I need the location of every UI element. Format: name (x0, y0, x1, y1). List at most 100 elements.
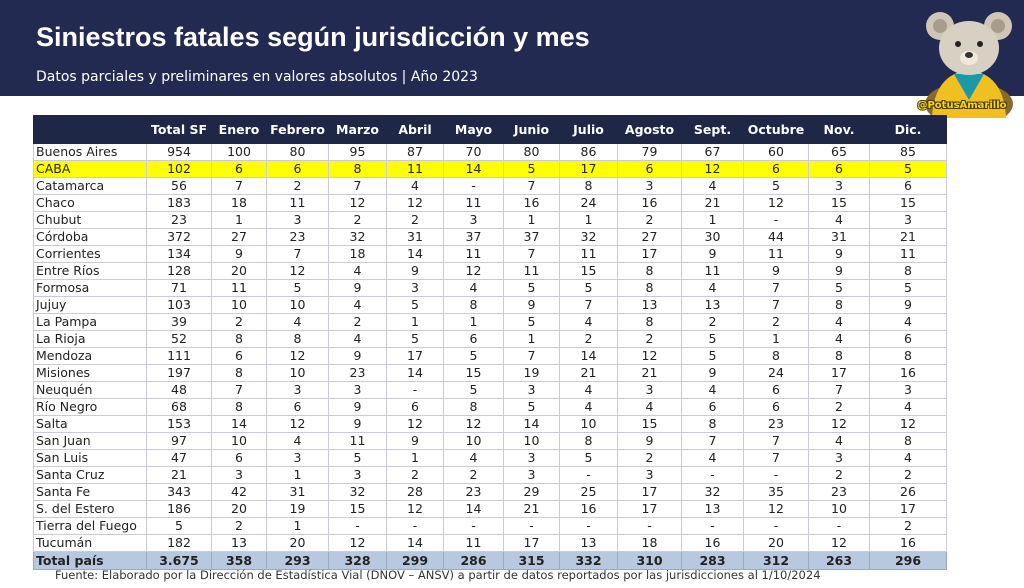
table-cell: 85 (869, 143, 947, 161)
table-cell: 11 (869, 245, 947, 263)
table-cell: 44 (743, 228, 809, 246)
column-header-total: Total SF (146, 115, 212, 144)
table-cell: 2 (211, 313, 267, 331)
data-table: Total SF Enero Febrero Marzo Abril Mayo … (33, 115, 947, 570)
table-cell: 4 (869, 449, 947, 467)
row-jurisdiction-name: Mendoza (33, 347, 147, 365)
table-cell: 3 (869, 211, 947, 229)
table-cell: 6 (743, 398, 809, 416)
table-cell: 25 (559, 483, 618, 501)
table-cell: 3 (869, 381, 947, 399)
table-cell: 134 (146, 245, 212, 263)
table-cell: 1 (386, 449, 444, 467)
table-row: Jujuy 103 10 10 4 5 8 9 7 13 13 7 8 9 (33, 296, 947, 314)
table-cell: 2 (386, 211, 444, 229)
table-cell: 56 (146, 177, 212, 195)
table-cell: 11 (681, 262, 744, 280)
table-cell: 4 (681, 381, 744, 399)
table-cell: 7 (743, 449, 809, 467)
table-cell: 4 (681, 279, 744, 297)
table-cell: 37 (443, 228, 504, 246)
table-cell: 17 (617, 500, 682, 518)
total-label: Total país (33, 551, 147, 570)
table-row: La Rioja 52 8 8 4 5 6 1 2 2 5 1 4 6 (33, 330, 947, 348)
table-cell: 5 (146, 517, 212, 535)
table-cell: 6 (743, 381, 809, 399)
table-cell: 332 (559, 551, 618, 570)
table-row: La Pampa 39 2 4 2 1 1 5 4 8 2 2 4 4 (33, 313, 947, 331)
table-cell: 4 (559, 313, 618, 331)
table-cell: 86 (559, 143, 618, 161)
table-cell: 68 (146, 398, 212, 416)
table-cell: - (681, 466, 744, 484)
table-cell: 5 (503, 313, 560, 331)
table-cell: 3 (443, 211, 504, 229)
column-header-month: Abril (386, 115, 444, 144)
column-header-jurisdiction (33, 115, 147, 144)
table-cell: 15 (559, 262, 618, 280)
table-cell: 97 (146, 432, 212, 450)
table-cell: 20 (211, 262, 267, 280)
table-cell: 5 (808, 279, 870, 297)
table-cell: 11 (443, 245, 504, 263)
row-jurisdiction-name: Tucumán (33, 534, 147, 552)
table-cell: 4 (328, 296, 387, 314)
table-cell: 358 (211, 551, 267, 570)
table-cell: 6 (266, 398, 329, 416)
table-cell: 28 (386, 483, 444, 501)
table-cell: - (386, 517, 444, 535)
table-cell: 3.675 (146, 551, 212, 570)
table-cell: 299 (386, 551, 444, 570)
table-cell: 11 (443, 534, 504, 552)
table-cell: 7 (559, 296, 618, 314)
table-cell: 10 (559, 415, 618, 433)
table-cell: 16 (681, 534, 744, 552)
row-jurisdiction-name: Neuquén (33, 381, 147, 399)
column-header-month: Octubre (743, 115, 809, 144)
table-cell: 3 (386, 279, 444, 297)
table-cell: - (743, 211, 809, 229)
row-jurisdiction-name: Misiones (33, 364, 147, 382)
table-cell: 11 (211, 279, 267, 297)
row-jurisdiction-name: Chaco (33, 194, 147, 212)
table-cell: 6 (211, 347, 267, 365)
table-cell: 10 (443, 432, 504, 450)
table-cell: 12 (443, 415, 504, 433)
table-cell: 17 (617, 483, 682, 501)
table-cell: 7 (211, 381, 267, 399)
author-handle: @PotusAmarillo (917, 100, 1007, 111)
column-header-month: Enero (211, 115, 267, 144)
table-row: San Juan 97 10 4 11 9 10 10 8 9 7 7 4 8 (33, 432, 947, 450)
table-cell: 8 (743, 347, 809, 365)
table-cell: 102 (146, 160, 212, 178)
row-jurisdiction-name: Entre Ríos (33, 262, 147, 280)
table-cell: 3 (503, 381, 560, 399)
table-cell: 23 (443, 483, 504, 501)
table-cell: - (743, 517, 809, 535)
table-cell: - (559, 466, 618, 484)
table-cell: 3 (328, 466, 387, 484)
table-cell: 8 (808, 296, 870, 314)
table-cell: 6 (743, 160, 809, 178)
table-cell: 9 (743, 262, 809, 280)
table-cell: 26 (869, 483, 947, 501)
table-cell: 12 (266, 415, 329, 433)
table-row: Tucumán 182 13 20 12 14 11 17 13 18 16 20 12 16 (33, 534, 947, 552)
table-cell: 15 (869, 194, 947, 212)
table-cell: 5 (681, 330, 744, 348)
table-cell: 2 (681, 313, 744, 331)
table-cell: 100 (211, 143, 267, 161)
table-cell: 80 (266, 143, 329, 161)
table-cell: 6 (808, 160, 870, 178)
table-cell: 3 (617, 466, 682, 484)
table-cell: 296 (869, 551, 947, 570)
table-cell: 8 (559, 432, 618, 450)
table-cell: 4 (443, 449, 504, 467)
table-cell: 328 (328, 551, 387, 570)
table-cell: 17 (386, 347, 444, 365)
row-jurisdiction-name: Salta (33, 415, 147, 433)
table-cell: 5 (443, 381, 504, 399)
table-cell: 1 (503, 330, 560, 348)
column-header-month: Agosto (617, 115, 682, 144)
table-cell: 32 (681, 483, 744, 501)
